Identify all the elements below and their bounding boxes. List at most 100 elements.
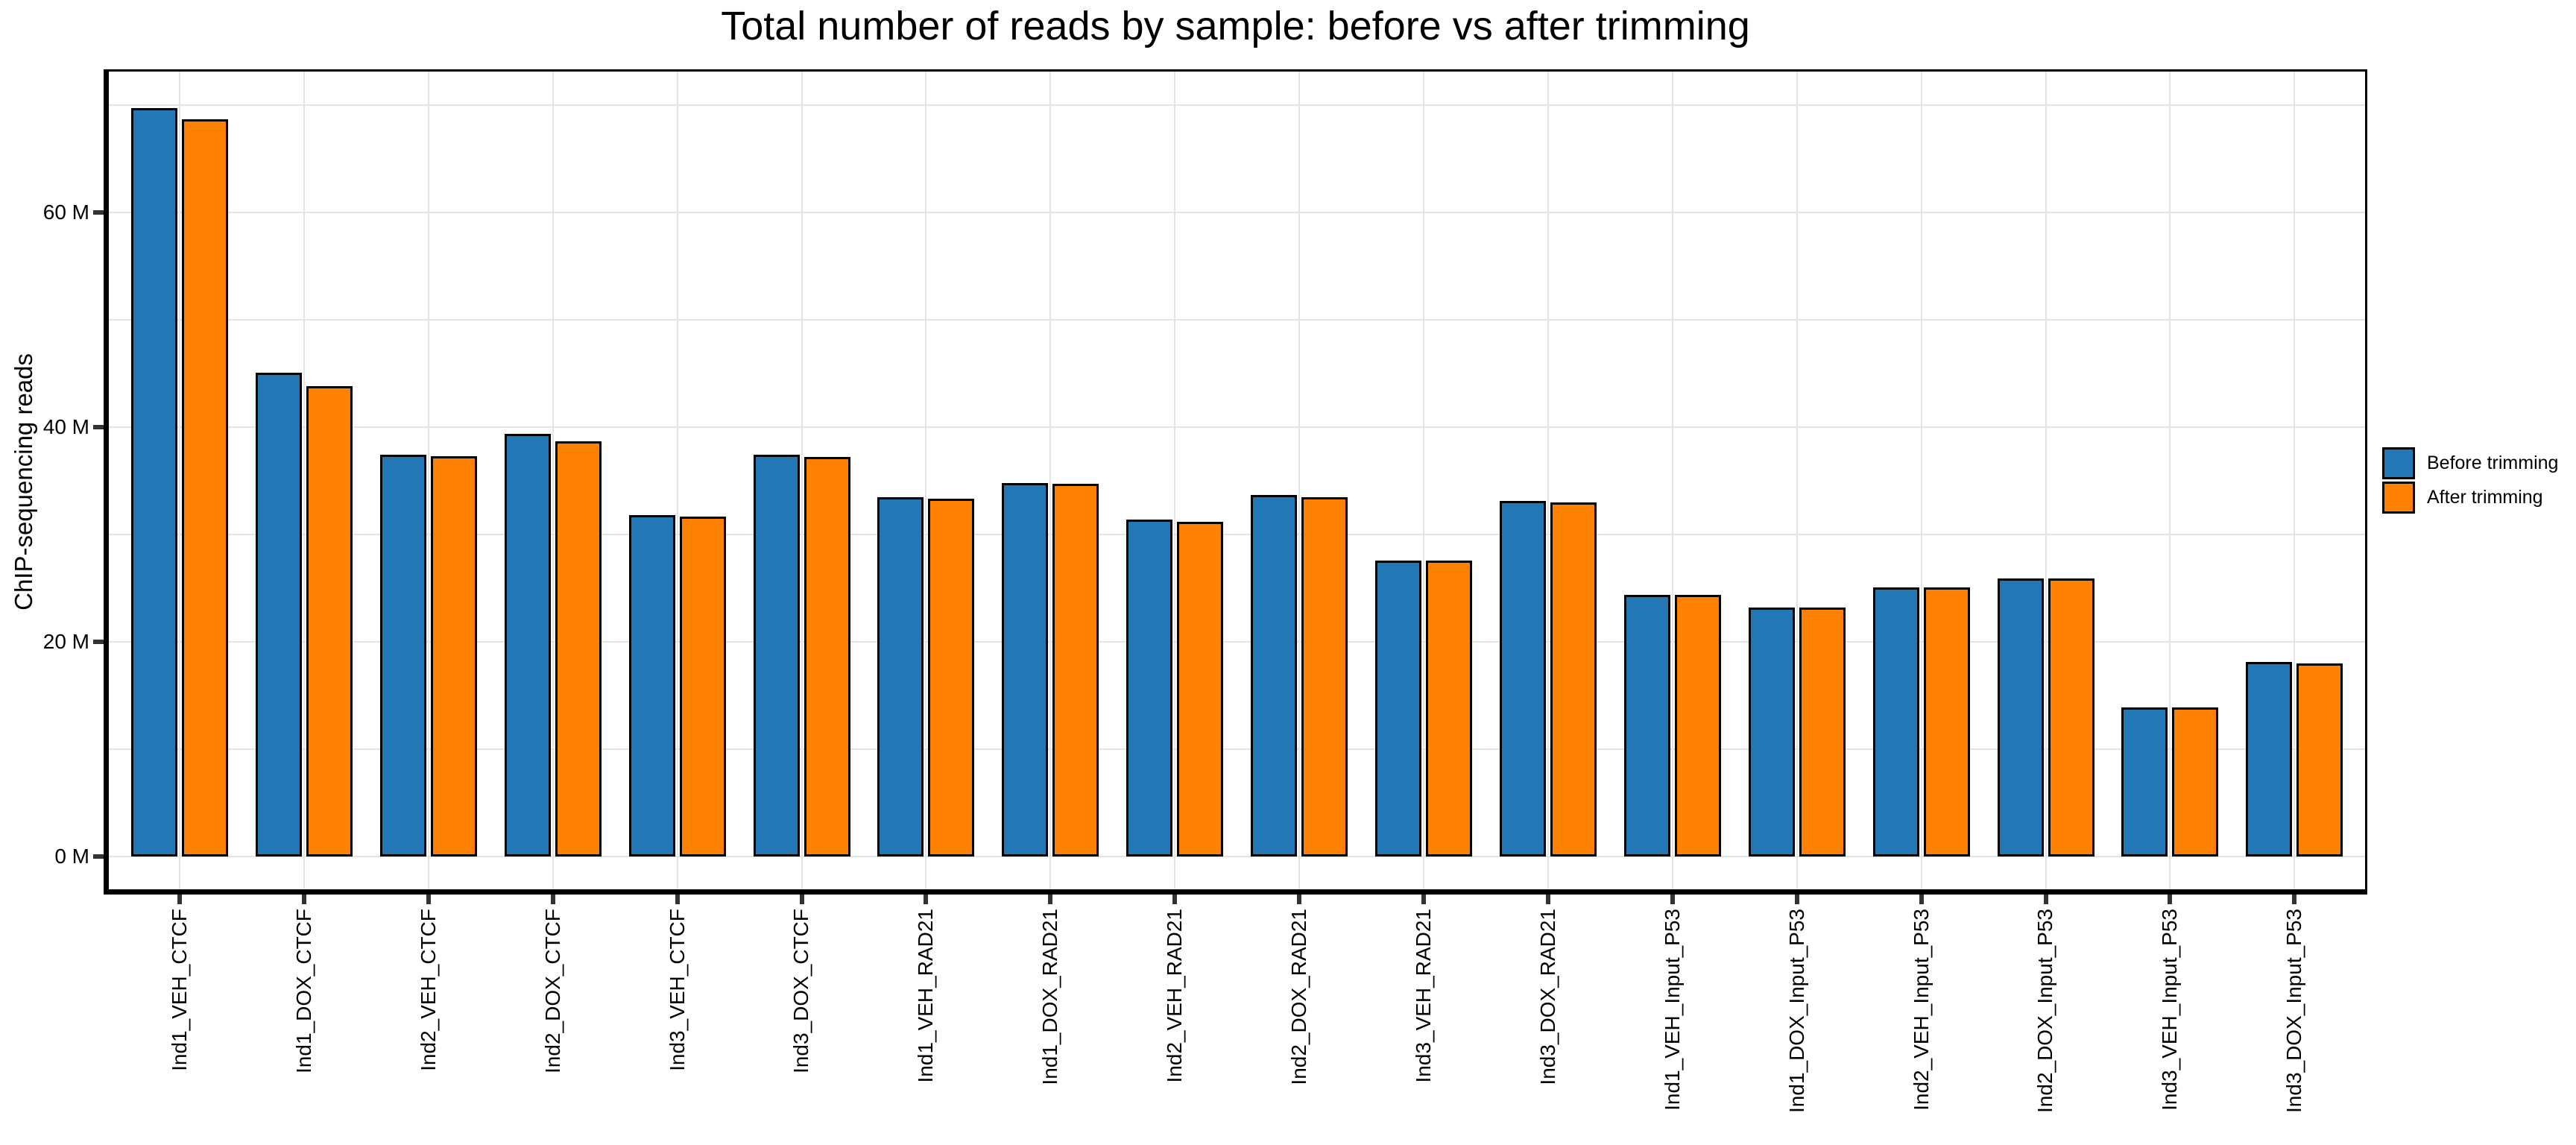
- y-tick: [93, 854, 104, 859]
- bar-after-Ind2_DOX_Input_P53: [2048, 578, 2094, 857]
- y-axis-title: ChIP-sequencing reads: [10, 353, 37, 611]
- x-tick: [1421, 895, 1426, 904]
- x-tick-label: Ind1_VEH_RAD21: [914, 909, 938, 1083]
- v-gridline: [925, 72, 927, 889]
- x-tick-label: Ind1_DOX_Input_P53: [1784, 909, 1808, 1113]
- v-gridline: [1796, 72, 1798, 889]
- y-tick-label: 0 M: [54, 845, 89, 868]
- bar-after-Ind3_VEH_RAD21: [1426, 560, 1472, 857]
- x-tick-label-wrap: Ind1_DOX_Input_P53: [1784, 909, 1811, 1113]
- x-tick: [1297, 895, 1302, 904]
- x-tick: [1794, 895, 1799, 904]
- y-tick-label: 20 M: [42, 630, 89, 653]
- x-tick-label: Ind2_VEH_CTCF: [416, 909, 440, 1071]
- legend-item: Before trimming: [2382, 447, 2558, 479]
- y-tick: [93, 640, 104, 644]
- x-tick-label-wrap: Ind1_VEH_Input_P53: [1659, 909, 1686, 1111]
- x-tick-label: Ind1_DOX_CTCF: [291, 909, 315, 1073]
- bar-before-Ind2_DOX_Input_P53: [1997, 578, 2044, 857]
- v-gridline: [676, 72, 678, 889]
- bar-before-Ind1_VEH_CTCF: [131, 108, 177, 857]
- x-tick: [675, 895, 680, 904]
- v-gridline: [2294, 72, 2296, 889]
- h-gridline-40: [109, 426, 2365, 428]
- x-tick-label: Ind1_VEH_Input_P53: [1660, 909, 1684, 1111]
- x-tick: [799, 895, 804, 904]
- v-gridline: [303, 72, 305, 889]
- bar-after-Ind1_DOX_CTCF: [306, 386, 353, 857]
- x-tick: [426, 895, 431, 904]
- legend: Before trimming After trimming: [2382, 447, 2558, 516]
- y-tick-label: 40 M: [42, 415, 89, 438]
- bar-before-Ind1_DOX_CTCF: [255, 372, 302, 857]
- x-tick: [1919, 895, 1924, 904]
- bar-after-Ind2_VEH_CTCF: [430, 455, 477, 857]
- x-tick-label-wrap: Ind3_VEH_Input_P53: [2156, 909, 2183, 1111]
- h-gridline-20: [109, 641, 2365, 643]
- bar-before-Ind2_VEH_CTCF: [379, 455, 426, 857]
- v-gridline: [552, 72, 554, 889]
- x-tick: [1172, 895, 1178, 904]
- legend-swatch-before-trimming: [2382, 447, 2415, 479]
- x-tick: [2168, 895, 2173, 904]
- x-tick-label: Ind2_DOX_CTCF: [540, 909, 564, 1073]
- x-tick-label-wrap: Ind2_DOX_Input_P53: [2033, 909, 2059, 1113]
- chart-title: Total number of reads by sample: before …: [721, 4, 1750, 48]
- v-gridline: [1049, 72, 1052, 889]
- v-gridline: [801, 72, 803, 889]
- x-tick-label: Ind2_DOX_Input_P53: [2033, 909, 2057, 1113]
- x-tick-label-wrap: Ind3_DOX_Input_P53: [2281, 909, 2308, 1113]
- v-gridline: [1547, 72, 1549, 889]
- x-tick-label: Ind2_DOX_RAD21: [1287, 909, 1310, 1085]
- x-tick-label-wrap: Ind3_DOX_RAD21: [1535, 909, 1562, 1085]
- bar-before-Ind1_VEH_RAD21: [877, 496, 924, 857]
- x-tick-label-wrap: Ind3_VEH_RAD21: [1410, 909, 1437, 1082]
- v-gridline: [2045, 72, 2047, 889]
- legend-swatch-after-trimming: [2382, 482, 2415, 514]
- v-gridline: [1423, 72, 1424, 889]
- h-gridline-30: [109, 534, 2365, 535]
- v-gridline: [1920, 72, 1922, 889]
- bar-before-Ind1_DOX_Input_P53: [1748, 607, 1795, 857]
- x-tick-label: Ind3_DOX_Input_P53: [2282, 909, 2306, 1113]
- bar-after-Ind3_VEH_Input_P53: [2172, 707, 2219, 857]
- bar-after-Ind1_DOX_Input_P53: [1799, 607, 1846, 857]
- bar-before-Ind2_VEH_Input_P53: [1872, 587, 1919, 857]
- x-tick-label-wrap: Ind1_VEH_CTCF: [166, 909, 193, 1071]
- x-tick-label: Ind3_DOX_CTCF: [789, 909, 813, 1073]
- bar-before-Ind3_DOX_RAD21: [1499, 501, 1546, 857]
- y-tick: [93, 425, 104, 429]
- v-gridline: [1298, 72, 1301, 889]
- x-tick-label-wrap: Ind1_DOX_CTCF: [291, 909, 318, 1073]
- bar-after-Ind1_DOX_RAD21: [1052, 484, 1099, 857]
- bar-before-Ind3_DOX_Input_P53: [2246, 662, 2293, 857]
- bar-after-Ind3_DOX_RAD21: [1550, 502, 1597, 857]
- x-tick: [550, 895, 555, 904]
- x-tick: [2292, 895, 2297, 904]
- bar-after-Ind2_DOX_CTCF: [555, 441, 602, 857]
- bar-before-Ind1_VEH_Input_P53: [1623, 594, 1670, 857]
- y-tick-label: 60 M: [42, 201, 89, 224]
- h-gridline-10: [109, 748, 2365, 750]
- bar-after-Ind1_VEH_RAD21: [928, 499, 975, 857]
- x-tick-label-wrap: Ind2_DOX_RAD21: [1286, 909, 1313, 1085]
- x-tick: [2043, 895, 2048, 904]
- bar-before-Ind2_VEH_RAD21: [1126, 519, 1173, 857]
- x-tick-label-wrap: Ind2_VEH_Input_P53: [1908, 909, 1935, 1111]
- x-tick-label-wrap: Ind3_VEH_CTCF: [664, 909, 691, 1071]
- y-axis-title-wrap: ChIP-sequencing reads: [4, 69, 43, 895]
- v-gridline: [1174, 72, 1176, 889]
- h-gridline-50: [109, 319, 2365, 321]
- x-tick: [301, 895, 306, 904]
- bar-before-Ind2_DOX_RAD21: [1251, 494, 1298, 857]
- bar-after-Ind1_VEH_CTCF: [182, 119, 228, 857]
- bar-after-Ind1_VEH_Input_P53: [1674, 594, 1721, 857]
- bar-before-Ind1_DOX_RAD21: [1002, 482, 1049, 857]
- x-tick-label: Ind3_VEH_CTCF: [665, 909, 689, 1071]
- legend-label: Before trimming: [2427, 452, 2559, 473]
- x-tick-label-wrap: Ind1_VEH_RAD21: [912, 909, 939, 1082]
- bar-before-Ind3_DOX_CTCF: [753, 455, 800, 857]
- bar-before-Ind3_VEH_RAD21: [1375, 560, 1421, 857]
- x-tick-label: Ind2_VEH_Input_P53: [1909, 909, 1933, 1111]
